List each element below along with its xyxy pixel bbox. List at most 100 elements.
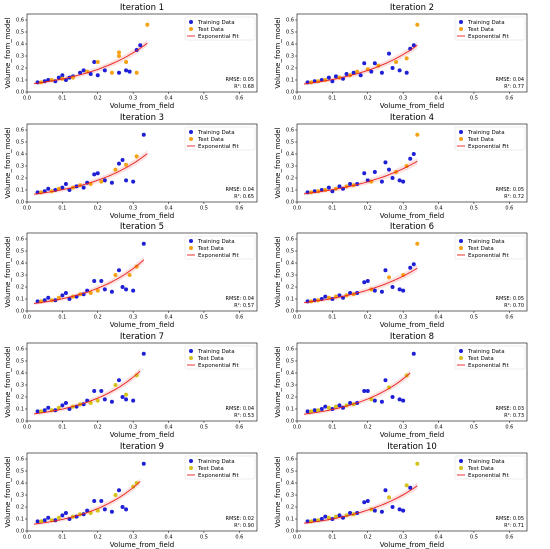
x-tick-label: 0.5 [470,425,478,431]
y-tick-label: 0.6 [286,457,294,463]
test-point [326,515,331,520]
test-point [88,401,93,405]
exponential-fit-line [304,485,418,524]
legend-test-marker [459,27,463,31]
x-tick-label: 0.6 [235,315,243,321]
legend-training-marker [189,20,193,24]
legend-test-marker [459,246,463,250]
test-point [134,373,139,378]
training-point [42,298,47,303]
training-point [99,279,104,283]
y-axis-label: Volume_from_model [274,456,282,527]
test-point [109,70,114,75]
y-axis-label: Volume_from_model [274,236,282,307]
rmse-label: RMSE: 0.04 [225,187,254,193]
y-tick-label: 0.5 [286,140,294,146]
training-point [81,68,86,73]
test-point [415,461,420,466]
training-point [60,185,65,190]
training-point [63,78,68,82]
test-point [326,405,331,410]
y-tick-label: 0.4 [286,371,294,377]
y-tick-label: 0.6 [16,347,24,353]
y-tick-label: 0.5 [16,249,24,255]
exponential-fit-line [34,370,141,415]
legend-fit-label: Exponential Fit [468,473,510,479]
x-tick-label: 0.2 [94,535,102,541]
legend-test-marker [459,466,463,470]
test-point [124,392,129,397]
training-point [337,293,342,298]
x-tick-label: 0.1 [58,315,66,321]
legend-training-marker [459,349,463,353]
x-tick-label: 0.5 [470,96,478,102]
training-point [383,268,388,273]
x-tick-label: 0.0 [23,96,31,102]
x-axis-label: Volume_from_field [380,541,444,549]
training-point [131,179,136,184]
test-point [95,508,100,513]
test-point [124,162,129,167]
legend-box [454,345,526,370]
x-tick-label: 0.5 [200,425,208,431]
rmse-label: RMSE: 0.04 [225,406,254,412]
legend-training-label: Training Data [197,459,235,465]
legend-training-label: Training Data [467,20,505,26]
training-point [35,519,40,524]
y-tick-label: 0.6 [286,18,294,24]
x-tick-label: 0.4 [165,96,173,102]
test-point [355,69,360,74]
r2-label: R²: 0.73 [504,413,524,419]
y-tick-label: 0.1 [286,188,294,194]
y-tick-label: 0.0 [16,309,24,315]
test-point [113,383,118,387]
training-point [63,511,68,515]
training-point [141,351,146,356]
training-point [408,156,413,161]
training-point [141,132,146,137]
training-point [379,399,384,404]
training-point [60,513,65,518]
test-point [56,515,61,520]
exponential-fit-line [304,44,418,85]
y-tick-label: 0.4 [16,371,24,377]
x-tick-label: 0.3 [399,96,407,102]
legend-training-marker [189,349,193,353]
x-axis-label: Volume_from_field [110,431,174,439]
legend-training-marker [459,130,463,134]
y-tick-label: 0.2 [286,395,294,401]
training-point [63,291,68,295]
training-point [120,395,125,399]
y-axis-label: Volume_from_model [4,17,12,88]
training-point [390,395,395,399]
y-tick-label: 0.3 [286,273,294,279]
x-tick-label: 0.4 [435,315,443,321]
y-tick-label: 0.0 [16,200,24,206]
y-tick-label: 0.5 [16,469,24,475]
training-point [92,60,97,64]
training-point [404,70,409,75]
x-tick-label: 0.2 [94,425,102,431]
legend-test-marker [189,137,193,141]
x-tick-label: 0.6 [505,425,513,431]
training-point [92,279,97,283]
training-point [92,499,97,503]
exponential-fit-line [34,259,145,304]
x-tick-label: 0.2 [364,315,372,321]
training-point [348,291,353,295]
legend-training-label: Training Data [197,349,235,355]
legend-box [184,126,256,151]
x-tick-label: 0.1 [328,315,336,321]
training-point [60,73,65,78]
legend-training-label: Training Data [197,20,235,26]
test-point [113,167,118,172]
y-tick-label: 0.0 [286,309,294,315]
x-axis-label: Volume_from_field [380,431,444,439]
test-point [95,398,100,403]
panel-9: Iteration 9 0.0 0.1 0.2 0.3 0.4 0.5 0.6 0.0 0.1 0.… [4,442,258,549]
y-axis-label: Volume_from_model [274,346,282,417]
x-tick-label: 0.2 [94,315,102,321]
legend-test-label: Test Data [197,466,224,472]
rmse-label: RMSE: 0.05 [495,516,524,522]
y-tick-label: 0.1 [16,517,24,523]
